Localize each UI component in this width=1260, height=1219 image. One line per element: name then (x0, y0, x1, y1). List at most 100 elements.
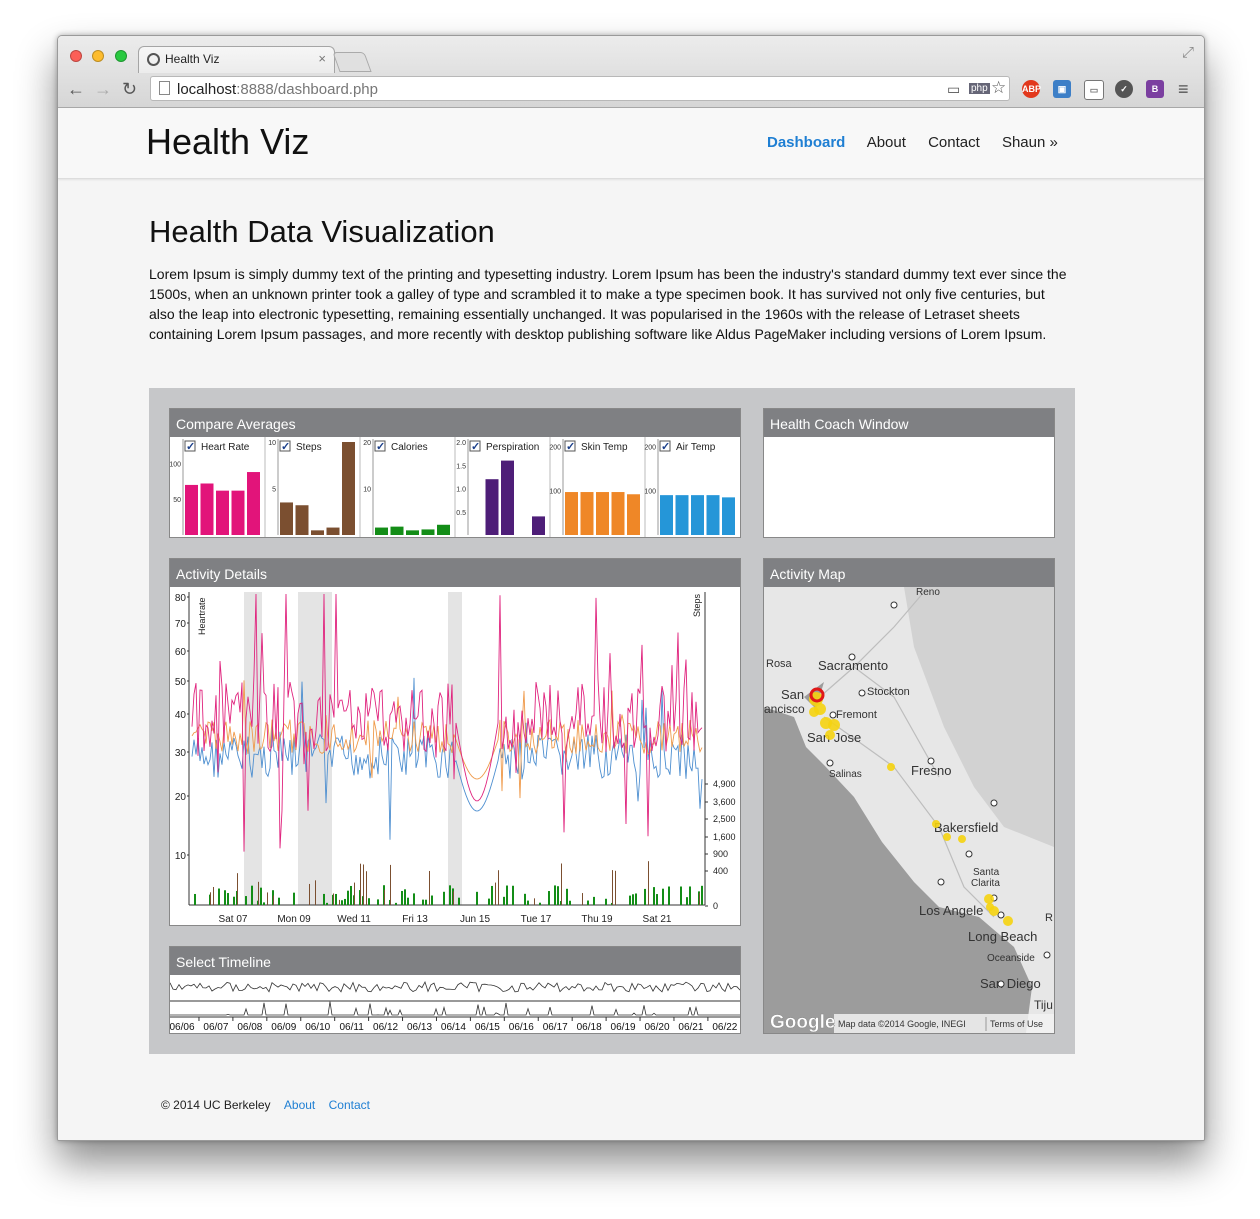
timeline-line (169, 980, 741, 993)
road (823, 716, 995, 918)
close-window-button[interactable] (70, 50, 82, 62)
calorie-bar (422, 899, 424, 905)
timeline-tick-label: 06/09 (271, 1022, 296, 1033)
y2-tick-label: 2,500 (713, 814, 736, 824)
town-marker (826, 759, 834, 767)
browser-tab[interactable]: Health Viz × (138, 46, 335, 73)
activity-point (943, 833, 951, 841)
city-label: Rosa (766, 658, 793, 670)
activity-point (887, 763, 895, 771)
footer-contact-link[interactable]: Contact (328, 1098, 370, 1112)
step-bar (210, 892, 211, 905)
city-label: Salinas (829, 769, 862, 780)
town-marker (848, 653, 856, 661)
series-label: Air Temp (676, 442, 716, 453)
forward-icon[interactable]: → (94, 79, 112, 99)
checkbox[interactable] (659, 440, 671, 452)
activity-details-chart[interactable]: 80 70 60 50 40 30 20 10 Heartrate Steps 4,900 3,600… (170, 587, 740, 925)
city-label: Oceanside (987, 953, 1035, 964)
select-timeline-panel: Select Timeline 06/06 06/07 06/08 06/09 06/1… (164, 946, 741, 1034)
calorie-bar (527, 900, 529, 905)
town-marker (997, 911, 1005, 919)
checkbox[interactable] (564, 440, 576, 452)
minimize-window-button[interactable] (92, 50, 105, 62)
address-bar[interactable]: localhost:8888/dashboard.php ▭ php ☆ (150, 76, 1010, 101)
timeline-brush[interactable]: 06/06 06/07 06/08 06/09 06/10 06/11 06/12 06/13… (164, 975, 741, 1033)
y-tick-label: 40 (175, 710, 187, 721)
extension-b-icon[interactable]: B (1146, 80, 1164, 98)
fullscreen-icon[interactable]: ⤢ (1181, 44, 1194, 61)
menu-icon[interactable]: ≡ (1178, 79, 1189, 99)
activity-point (984, 894, 994, 904)
calorie-bar (347, 890, 349, 905)
timeline-tick-label: 06/11 (339, 1022, 364, 1033)
reload-icon[interactable]: ↻ (122, 79, 138, 99)
reader-icon[interactable]: ▭ (947, 81, 961, 97)
back-icon[interactable]: ← (67, 79, 85, 99)
step-bar (339, 899, 340, 905)
y-tick-label: 50 (175, 677, 187, 688)
php-extension-icon[interactable]: php (969, 83, 990, 94)
timeline-tick-label: 06/15 (475, 1022, 500, 1033)
maximize-window-button[interactable] (114, 50, 127, 62)
calorie-bar (668, 886, 670, 905)
timeline-steps-line (170, 1001, 740, 1017)
step-bar (429, 870, 430, 905)
x-tick-label: Wed 11 (337, 914, 371, 925)
city-label: Bakersfield (934, 820, 998, 835)
tick-label: 2.0 (456, 440, 466, 447)
calorie-bar (194, 893, 196, 905)
nav-user-menu[interactable]: Shaun » (1001, 134, 1058, 151)
checkbox[interactable] (279, 440, 291, 452)
checkbox[interactable] (184, 440, 196, 452)
new-tab-button[interactable] (332, 52, 372, 72)
bar (706, 495, 720, 535)
step-bar (498, 870, 499, 905)
url-text[interactable]: localhost:8888/dashboard.php (177, 81, 378, 98)
calorie-bar (644, 888, 646, 905)
bar (501, 460, 514, 535)
town-marker (1043, 951, 1051, 959)
close-tab-icon[interactable]: × (318, 51, 326, 66)
nav-dashboard[interactable]: Dashboard (767, 134, 846, 151)
checkbox[interactable] (469, 440, 481, 452)
timeline-tick-label: 06/08 (237, 1022, 262, 1033)
step-bar (354, 882, 355, 905)
bar (421, 529, 435, 535)
checkbox[interactable] (374, 440, 386, 452)
bar (565, 492, 578, 535)
screenshot-extension-icon[interactable]: ▣ (1053, 80, 1071, 98)
city-label: Santa (973, 867, 1000, 878)
road (813, 591, 925, 703)
town-marker (927, 757, 935, 765)
y2-tick-label: 400 (713, 866, 728, 876)
road (853, 666, 940, 778)
bookmark-star-icon[interactable]: ☆ (991, 78, 1007, 97)
heartrate-line (191, 593, 703, 852)
adblock-icon[interactable]: ABP (1022, 80, 1041, 98)
step-bar (273, 895, 274, 905)
activity-details-panel: Activity Details 80 70 60 50 40 30 20 10 Heartra… (169, 558, 741, 926)
cast-icon[interactable]: ▭ (1084, 80, 1104, 100)
x-tick-label: Tue 17 (521, 914, 552, 925)
nav-about[interactable]: About (866, 134, 906, 151)
footer-about-link[interactable]: About (283, 1098, 316, 1112)
calorie-bar (425, 899, 427, 905)
y-tick-label: 10 (175, 851, 187, 862)
check-icon: ✓ (186, 441, 195, 453)
calorie-bar (548, 891, 550, 905)
calorie-bar (260, 887, 262, 905)
activity-point (932, 820, 940, 828)
calorie-bar (245, 896, 247, 905)
calorie-bar (689, 886, 691, 905)
y2-tick-label: 0 (713, 901, 718, 911)
terms-of-use-link[interactable]: Terms of Use (990, 1019, 1043, 1029)
site-brand[interactable]: Health Viz (146, 121, 310, 162)
calorie-bar (431, 895, 433, 905)
nav-contact[interactable]: Contact (928, 134, 980, 151)
calorie-bar (656, 894, 658, 905)
pocket-icon[interactable]: ✓ (1115, 80, 1133, 98)
city-label: Stockton (867, 686, 910, 698)
calorie-bar (326, 902, 328, 905)
